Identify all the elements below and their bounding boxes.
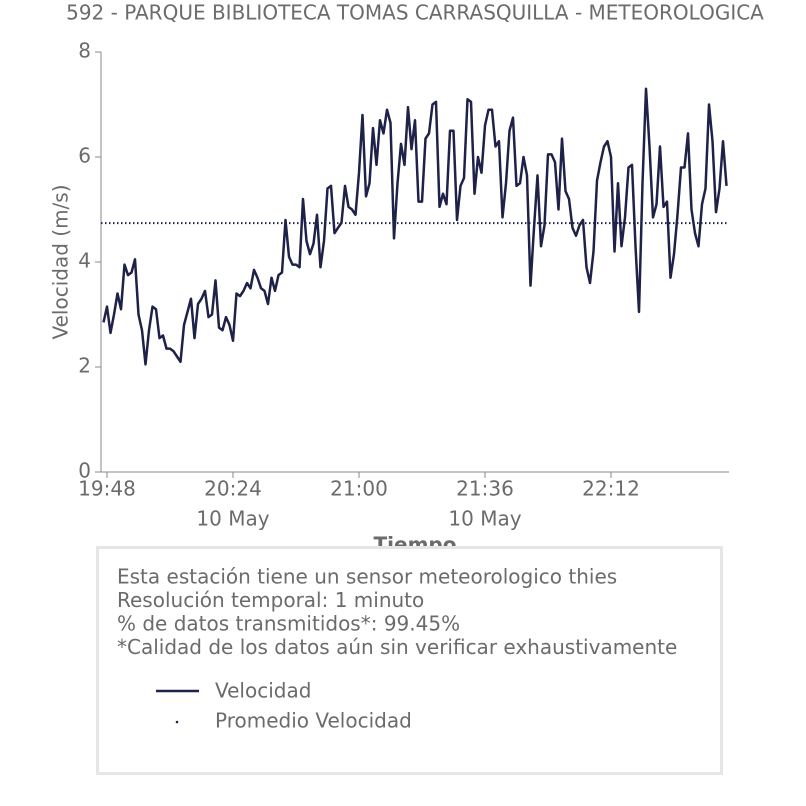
- legend-label: Promedio Velocidad: [215, 709, 412, 733]
- y-axis-label: Velocidad (m/s): [49, 184, 73, 339]
- data-line: [102, 87, 728, 366]
- x-tick-label: 19:48: [78, 477, 136, 501]
- y-tick-label: 0: [78, 459, 91, 483]
- legend-label: Velocidad: [215, 679, 311, 703]
- x-tick-label: 20:24: [204, 477, 262, 501]
- y-tick-label: 8: [78, 39, 91, 63]
- x-tick-sublabel: 10 May: [448, 507, 521, 531]
- y-tick-label: 2: [78, 354, 91, 378]
- legend-dot-swatch: [175, 720, 179, 724]
- y-tick-label: 6: [78, 144, 91, 168]
- chart-title: 592 - PARQUE BIBLIOTECA TOMAS CARRASQUIL…: [66, 1, 764, 25]
- info-text: Resolución temporal: 1 minuto: [117, 588, 424, 612]
- info-text: Esta estación tiene un sensor meteorolog…: [117, 565, 617, 589]
- x-tick-label: 22:12: [582, 477, 640, 501]
- x-tick-label: 21:36: [456, 477, 514, 501]
- info-text: *Calidad de los datos aún sin verificar …: [117, 635, 677, 659]
- info-text: % de datos transmitidos*: 99.45%: [117, 612, 460, 636]
- x-tick-label: 21:00: [330, 477, 388, 501]
- y-tick-label: 4: [78, 249, 91, 273]
- x-tick-sublabel: 10 May: [196, 507, 269, 531]
- info-box: [96, 546, 723, 775]
